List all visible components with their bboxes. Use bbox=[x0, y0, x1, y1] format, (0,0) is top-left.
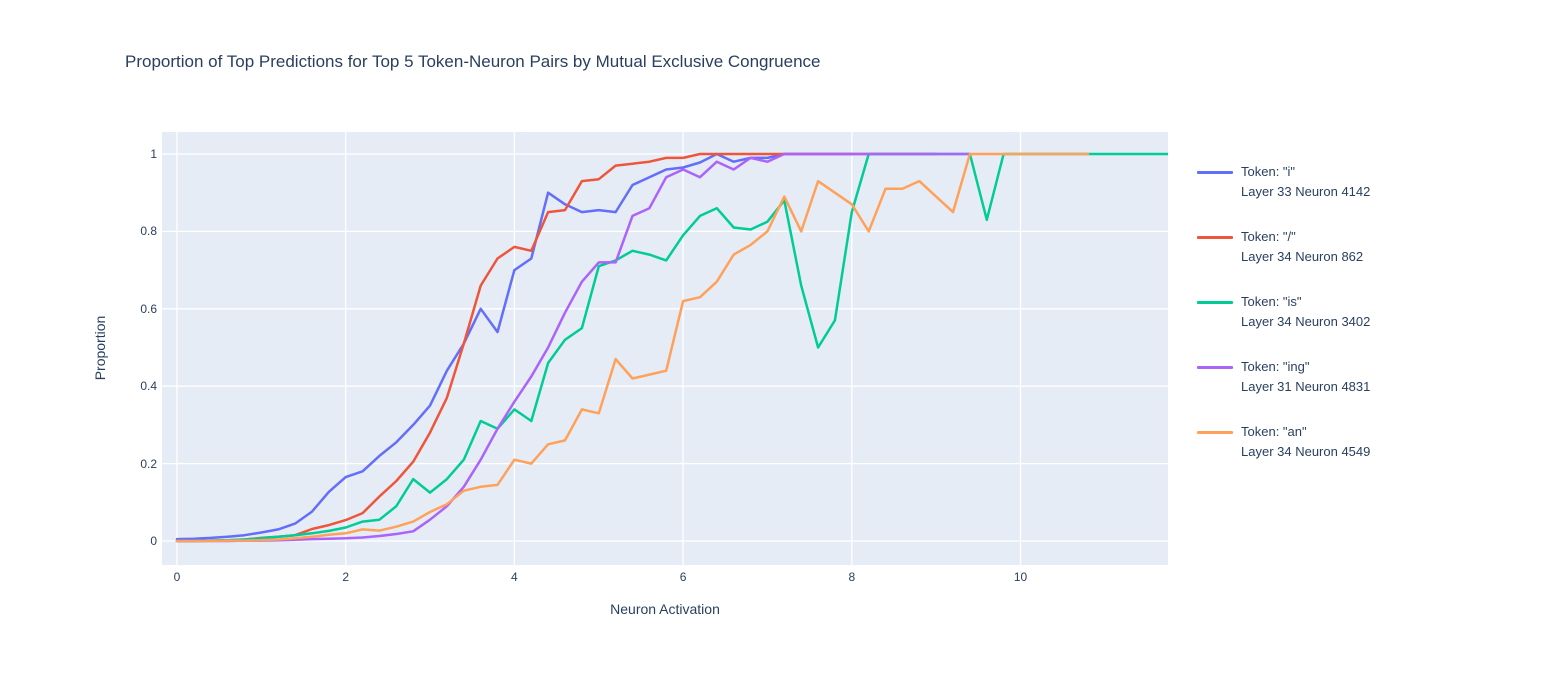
y-tick-label: 0.2 bbox=[140, 456, 157, 471]
legend-label-neuron: Layer 34 Neuron 3402 bbox=[1241, 314, 1371, 329]
plot-area[interactable] bbox=[162, 132, 1168, 565]
chart-title: Proportion of Top Predictions for Top 5 … bbox=[125, 52, 821, 71]
x-tick-label: 0 bbox=[173, 570, 181, 584]
x-tick-label: 10 bbox=[1013, 570, 1028, 584]
legend-label-neuron: Layer 34 Neuron 862 bbox=[1241, 249, 1364, 264]
legend-line-swatch bbox=[1197, 171, 1233, 174]
legend-label: Token: "i" Layer 33 Neuron 4142 bbox=[1241, 162, 1370, 202]
legend-line-swatch bbox=[1197, 236, 1233, 239]
y-tick-label: 0 bbox=[150, 534, 157, 548]
legend-line-swatch bbox=[1197, 301, 1233, 304]
legend-label-token: Token: "an" bbox=[1241, 424, 1307, 439]
legend-label-neuron: Layer 33 Neuron 4142 bbox=[1241, 184, 1371, 199]
legend-label: Token: "/" Layer 34 Neuron 862 bbox=[1241, 227, 1363, 267]
legend-line-swatch bbox=[1197, 431, 1233, 434]
x-tick-label: 6 bbox=[679, 570, 687, 584]
y-tick-label: 1 bbox=[150, 147, 157, 161]
legend-label: Token: "ing" Layer 31 Neuron 4831 bbox=[1241, 357, 1370, 397]
legend-label-neuron: Layer 31 Neuron 4831 bbox=[1241, 379, 1371, 394]
legend-label-token: Token: "is" bbox=[1241, 294, 1302, 309]
legend-item-2[interactable]: Token: "is" Layer 34 Neuron 3402 bbox=[1197, 292, 1370, 332]
x-tick-label: 8 bbox=[848, 570, 856, 584]
series-line-4[interactable] bbox=[175, 152, 1090, 543]
x-tick-label: 2 bbox=[342, 570, 350, 584]
x-tick-label: 4 bbox=[511, 570, 518, 584]
legend-label: Token: "is" Layer 34 Neuron 3402 bbox=[1241, 292, 1370, 332]
y-axis-title: Proportion bbox=[92, 315, 108, 381]
series-line-3[interactable] bbox=[175, 152, 972, 543]
legend-label: Token: "an" Layer 34 Neuron 4549 bbox=[1241, 422, 1370, 462]
legend-label-token: Token: "i" bbox=[1241, 164, 1296, 179]
legend-item-0[interactable]: Token: "i" Layer 33 Neuron 4142 bbox=[1197, 162, 1370, 202]
legend-item-1[interactable]: Token: "/" Layer 34 Neuron 862 bbox=[1197, 227, 1363, 267]
y-tick-label: 0.6 bbox=[140, 301, 157, 316]
x-axis-title: Neuron Activation bbox=[610, 601, 720, 617]
series-line-0[interactable] bbox=[175, 152, 854, 541]
y-tick-label: 0.4 bbox=[140, 379, 157, 394]
y-tick-label: 0.8 bbox=[140, 224, 157, 239]
legend-label-token: Token: "/" bbox=[1241, 229, 1296, 244]
legend-item-3[interactable]: Token: "ing" Layer 31 Neuron 4831 bbox=[1197, 357, 1370, 397]
legend-line-swatch bbox=[1197, 366, 1233, 369]
plot-background bbox=[162, 132, 1168, 565]
legend-item-4[interactable]: Token: "an" Layer 34 Neuron 4549 bbox=[1197, 422, 1370, 462]
legend-label-neuron: Layer 34 Neuron 4549 bbox=[1241, 444, 1371, 459]
legend-label-token: Token: "ing" bbox=[1241, 359, 1310, 374]
